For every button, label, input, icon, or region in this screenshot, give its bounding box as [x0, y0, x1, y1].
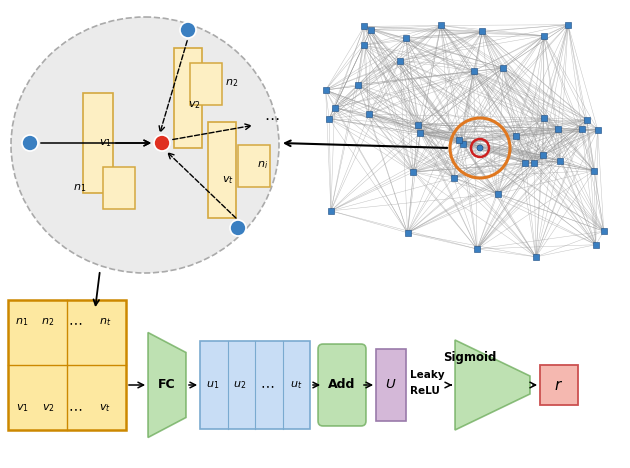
Text: $\cdots$: $\cdots$ — [260, 378, 274, 392]
FancyBboxPatch shape — [103, 167, 135, 209]
Text: $u_t$: $u_t$ — [290, 379, 302, 391]
Point — [366, 26, 376, 33]
FancyBboxPatch shape — [190, 63, 222, 105]
FancyBboxPatch shape — [540, 365, 578, 405]
Point — [555, 157, 565, 165]
Point — [591, 241, 601, 249]
Point — [553, 125, 563, 132]
Point — [531, 253, 541, 261]
Text: $u_1$: $u_1$ — [207, 379, 220, 391]
Point — [469, 67, 479, 75]
Point — [364, 110, 374, 118]
Point — [326, 207, 336, 215]
Text: $v_2$: $v_2$ — [42, 402, 54, 414]
Point — [520, 159, 530, 167]
FancyBboxPatch shape — [200, 341, 310, 429]
Point — [415, 130, 425, 137]
Circle shape — [230, 220, 246, 236]
Point — [512, 132, 522, 140]
Text: $n_2$: $n_2$ — [42, 316, 55, 328]
Circle shape — [22, 135, 38, 151]
Point — [593, 126, 603, 133]
Point — [358, 42, 369, 49]
Circle shape — [180, 22, 196, 38]
Point — [353, 81, 363, 88]
Point — [413, 121, 423, 128]
Text: $n_i$: $n_i$ — [258, 159, 268, 171]
Point — [539, 32, 549, 39]
Point — [539, 114, 549, 122]
Point — [395, 57, 405, 65]
Text: $r$: $r$ — [554, 378, 563, 393]
Text: $n_t$: $n_t$ — [99, 316, 111, 328]
Text: ReLU: ReLU — [410, 386, 440, 396]
Point — [359, 22, 369, 30]
Text: $\cdots$: $\cdots$ — [68, 315, 82, 329]
Circle shape — [477, 145, 483, 151]
Point — [329, 104, 340, 111]
Text: $U$: $U$ — [386, 379, 397, 392]
FancyBboxPatch shape — [83, 93, 113, 193]
Text: FC: FC — [158, 379, 176, 392]
Point — [436, 22, 446, 29]
Text: $v_t$: $v_t$ — [222, 174, 234, 186]
Point — [478, 28, 488, 35]
Point — [589, 167, 599, 175]
Text: $v_2$: $v_2$ — [188, 99, 200, 111]
Point — [472, 245, 482, 253]
Point — [403, 229, 413, 236]
Text: Leaky: Leaky — [410, 370, 445, 380]
Text: Add: Add — [328, 379, 356, 392]
Text: $u_2$: $u_2$ — [233, 379, 246, 391]
Text: $\cdots$: $\cdots$ — [68, 401, 82, 415]
Text: $\cdots$: $\cdots$ — [264, 110, 280, 125]
Point — [458, 140, 468, 147]
FancyBboxPatch shape — [8, 300, 126, 430]
FancyBboxPatch shape — [376, 349, 406, 421]
Point — [321, 86, 331, 94]
Ellipse shape — [11, 17, 279, 273]
FancyBboxPatch shape — [318, 344, 366, 426]
Point — [538, 152, 548, 159]
Point — [563, 21, 573, 29]
Point — [454, 136, 464, 143]
Polygon shape — [455, 340, 530, 430]
Point — [408, 168, 418, 176]
FancyBboxPatch shape — [208, 122, 236, 218]
Text: $n_1$: $n_1$ — [15, 316, 28, 328]
Point — [581, 116, 592, 124]
Text: $v_t$: $v_t$ — [99, 402, 111, 414]
Point — [598, 227, 609, 235]
FancyBboxPatch shape — [174, 48, 202, 148]
Polygon shape — [148, 332, 186, 438]
FancyBboxPatch shape — [238, 145, 270, 187]
Text: $n_2$: $n_2$ — [226, 77, 239, 89]
Text: $n_1$: $n_1$ — [73, 182, 87, 194]
Circle shape — [154, 135, 170, 151]
Point — [449, 174, 459, 182]
Point — [493, 190, 503, 197]
Text: Sigmoid: Sigmoid — [443, 351, 496, 364]
Point — [576, 125, 587, 133]
Point — [498, 64, 508, 72]
Text: $v_1$: $v_1$ — [16, 402, 28, 414]
Text: $v_1$: $v_1$ — [98, 137, 112, 149]
Point — [324, 115, 334, 122]
Point — [401, 35, 411, 42]
Point — [529, 160, 539, 167]
